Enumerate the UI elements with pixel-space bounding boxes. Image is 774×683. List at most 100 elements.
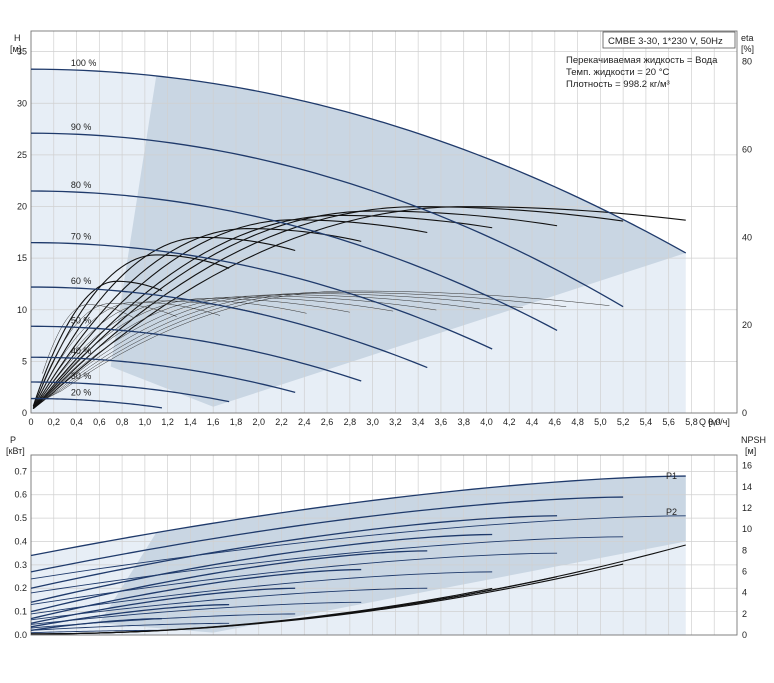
x-tick-label: 2,4 <box>298 417 311 427</box>
x-tick-label: 1,6 <box>207 417 220 427</box>
speed-label: 90 % <box>71 122 92 132</box>
power-region <box>99 476 686 633</box>
y-right-axis-unit: [%] <box>741 44 754 54</box>
p1-curve <box>30 617 162 631</box>
x-tick-label: 3,0 <box>366 417 379 427</box>
p-axis-unit: [кВт] <box>6 446 25 456</box>
x-tick-label: 1,2 <box>161 417 174 427</box>
iso-curve <box>42 291 567 401</box>
x-tick-label: 4,6 <box>549 417 562 427</box>
npsh-tick-label: 12 <box>742 503 752 513</box>
iso-curve <box>42 295 437 401</box>
head-curve <box>31 381 230 403</box>
p2-curve <box>30 587 428 621</box>
npsh-tick-label: 8 <box>742 545 747 555</box>
speed-label: 80 % <box>71 180 92 190</box>
x-tick-label: 2,6 <box>321 417 334 427</box>
efficiency-curve <box>32 228 362 409</box>
head-plot: 0 0,2 0,4 0,6 0,8 1,0 1,2 1,4 1,6 1,8 2,0 2,2 2,4 2,6… <box>10 30 754 427</box>
y-tick-label: 20 <box>17 202 27 212</box>
efficiency-curve <box>32 206 624 410</box>
speed-label: 100 % <box>71 58 97 68</box>
p1-curve <box>30 496 624 573</box>
npsh-tick-label: 14 <box>742 482 752 492</box>
y-axis-unit: [м] <box>10 44 21 54</box>
x-axis-label: Q [м³/ч] <box>699 417 730 427</box>
speed-label: 30 % <box>71 371 92 381</box>
y-axis-label: H <box>14 33 21 43</box>
p2-curve <box>30 622 230 631</box>
speed-label: 20 % <box>71 388 92 398</box>
x-tick-label: 4,4 <box>526 417 539 427</box>
y-right-tick-label: 80 <box>742 57 752 67</box>
x-tick-label: 3,8 <box>457 417 470 427</box>
efficiency-curve <box>32 214 493 409</box>
head-curve <box>30 242 493 350</box>
efficiency-curve <box>32 254 230 408</box>
x-tick-label: 0,6 <box>93 417 106 427</box>
p2-curve <box>30 629 162 634</box>
model-label: CMBE 3-30, 1*230 V, 50Hz <box>608 36 723 47</box>
p-tick-label: 0.7 <box>14 466 27 476</box>
p1-label: P1 <box>666 471 677 481</box>
p1-curve <box>30 587 296 624</box>
p2-curve <box>30 515 686 580</box>
x-tick-label: 0 <box>28 417 33 427</box>
p2-curve <box>30 571 493 615</box>
iso-curve <box>42 294 480 401</box>
efficiency-curve <box>32 280 163 407</box>
iso-curve <box>42 299 307 397</box>
p1-curve <box>30 533 493 603</box>
p1-curve <box>30 515 558 589</box>
head-curve <box>30 190 558 331</box>
p1-curve <box>30 568 362 620</box>
p-tick-label: 0.2 <box>14 583 27 593</box>
y-right-tick-label: 20 <box>742 320 752 330</box>
density-label: Плотность = 998.2 кг/м³ <box>566 79 670 90</box>
p2-curve <box>30 601 362 625</box>
speed-label: 40 % <box>71 346 92 356</box>
x-tick-label: 0,2 <box>48 417 61 427</box>
x-tick-label: 0,8 <box>116 417 129 427</box>
p-tick-label: 0.1 <box>14 607 27 617</box>
p-tick-label: 0.5 <box>14 513 27 523</box>
x-tick-label: 4,8 <box>571 417 584 427</box>
x-tick-label: 5,4 <box>640 417 653 427</box>
y-tick-label: 10 <box>17 305 27 315</box>
y-right-tick-label: 40 <box>742 232 752 242</box>
y-tick-label: 0 <box>22 408 27 418</box>
x-tick-label: 3,4 <box>412 417 425 427</box>
head-curve <box>31 397 163 409</box>
efficiency-curve <box>32 236 296 409</box>
y-right-axis-label: eta <box>741 33 754 43</box>
x-tick-label: 4,0 <box>480 417 493 427</box>
efficiency-curve <box>32 210 558 409</box>
speed-label: 70 % <box>71 232 92 242</box>
npsh-tick-label: 2 <box>742 609 747 619</box>
p1-curve <box>30 475 686 557</box>
y-tick-label: 15 <box>17 253 27 263</box>
y-tick-label: 25 <box>17 150 27 160</box>
fluid-label: Перекачиваемая жидкость = Вода <box>566 55 718 66</box>
iso-curve <box>42 293 523 401</box>
head-curve <box>30 286 428 369</box>
head-curve <box>30 68 687 254</box>
power-plot-frame <box>30 454 738 636</box>
y-tick-label: 35 <box>17 47 27 57</box>
power-plot: 0.0 0.1 0.2 0.3 0.4 0.5 0.6 0.7 0 2 4 6 8 10 12 14 16 P[к… <box>6 435 766 640</box>
model-label-box <box>602 31 736 49</box>
x-tick-label: 1,8 <box>230 417 243 427</box>
x-tick-label: 5,6 <box>662 417 675 427</box>
speed-label: 60 % <box>71 276 92 286</box>
x-tick-label: 1,0 <box>139 417 152 427</box>
p1-curve <box>30 603 230 628</box>
x-tick-label: 2,0 <box>252 417 265 427</box>
npsh-curve <box>30 587 493 635</box>
iso-curve <box>42 296 394 401</box>
p-axis-label: P <box>10 435 16 445</box>
y-right-tick-label: 60 <box>742 145 752 155</box>
iso-curve <box>42 298 350 399</box>
y-tick-label: 5 <box>22 356 27 366</box>
